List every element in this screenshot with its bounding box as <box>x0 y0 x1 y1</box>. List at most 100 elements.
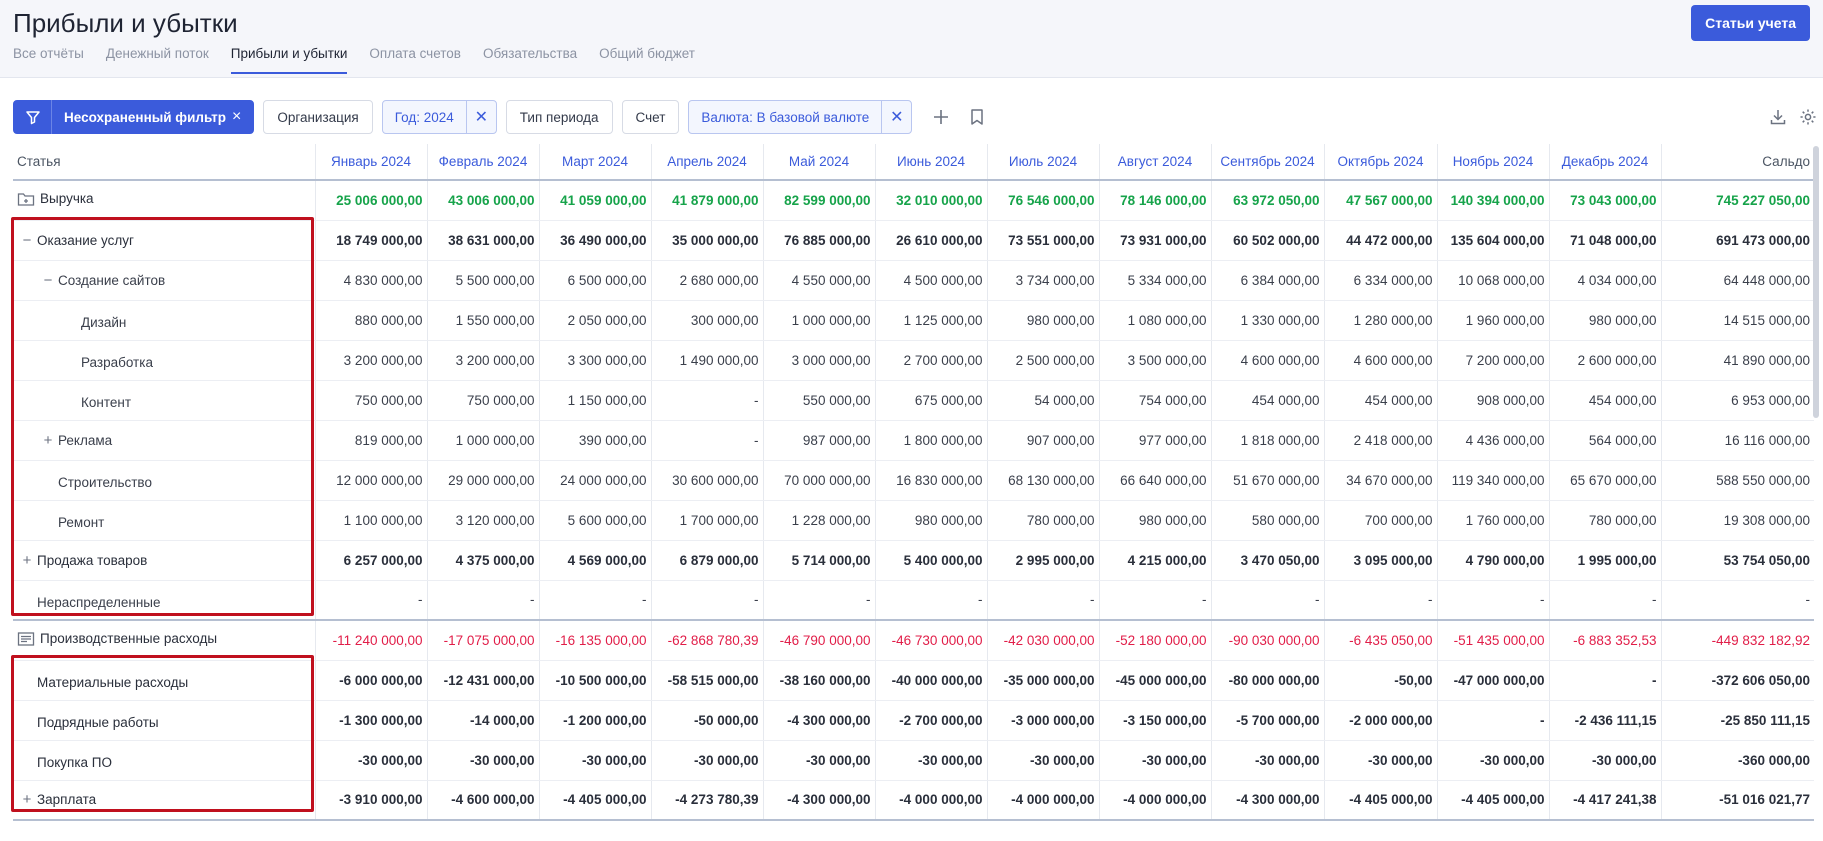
month-value-cell[interactable]: 4 550 000,00 <box>762 260 875 301</box>
month-value-cell[interactable]: 980 000,00 <box>874 500 987 541</box>
settings-gear-icon[interactable] <box>1793 104 1823 130</box>
tab-general-budget[interactable]: Общий бюджет <box>599 46 695 61</box>
column-header-saldo[interactable]: Сальдо <box>1660 144 1814 181</box>
month-value-cell[interactable]: - <box>314 580 427 621</box>
currency-filter[interactable]: Валюта: В базовой валюте ✕ <box>688 100 913 134</box>
month-value-cell[interactable]: 454 000,00 <box>1210 380 1324 421</box>
month-value-cell[interactable]: 54 000,00 <box>986 380 1099 421</box>
month-value-cell[interactable]: 41 059 000,00 <box>538 180 651 221</box>
month-value-cell[interactable]: 908 000,00 <box>1436 380 1549 421</box>
month-value-cell[interactable]: 10 068 000,00 <box>1436 260 1549 301</box>
saldo-cell[interactable]: 6 953 000,00 <box>1660 380 1814 421</box>
month-value-cell[interactable]: -58 515 000,00 <box>650 660 763 701</box>
saldo-cell[interactable]: - <box>1660 580 1814 621</box>
month-value-cell[interactable]: 2 050 000,00 <box>538 300 651 341</box>
tab-cash-flow[interactable]: Денежный поток <box>105 46 209 61</box>
month-value-cell[interactable]: -30 000,00 <box>538 740 651 781</box>
column-header-month[interactable]: Сентябрь 2024 <box>1210 144 1324 181</box>
month-value-cell[interactable]: 73 931 000,00 <box>1098 220 1211 261</box>
table-row[interactable]: − Оказание услуг 18 749 000,00 38 631 000,0… <box>13 220 1814 261</box>
month-value-cell[interactable]: -4 273 780,39 <box>650 780 763 821</box>
currency-clear-icon[interactable]: ✕ <box>881 101 911 133</box>
month-value-cell[interactable]: -14 000,00 <box>426 700 539 741</box>
month-value-cell[interactable]: 1 490 000,00 <box>650 340 763 381</box>
column-header-month[interactable]: Июль 2024 <box>986 144 1099 181</box>
month-value-cell[interactable]: 4 830 000,00 <box>314 260 427 301</box>
table-row[interactable]: Разработка 3 200 000,00 3 200 000,00 3 300 … <box>13 340 1814 381</box>
month-value-cell[interactable]: 60 502 000,00 <box>1210 220 1324 261</box>
month-value-cell[interactable]: -47 000 000,00 <box>1436 660 1549 701</box>
month-value-cell[interactable]: -3 000 000,00 <box>986 700 1099 741</box>
month-value-cell[interactable]: 44 472 000,00 <box>1323 220 1437 261</box>
column-header-month[interactable]: Июнь 2024 <box>874 144 987 181</box>
month-value-cell[interactable]: -4 405 000,00 <box>1323 780 1437 821</box>
month-value-cell[interactable]: -30 000,00 <box>762 740 875 781</box>
month-value-cell[interactable]: 2 995 000,00 <box>986 540 1099 581</box>
table-row[interactable]: Строительство 12 000 000,00 29 000 000,00 2… <box>13 460 1814 501</box>
column-header-month[interactable]: Ноябрь 2024 <box>1436 144 1549 181</box>
column-header-month[interactable]: Январь 2024 <box>314 144 427 181</box>
month-value-cell[interactable]: 35 000 000,00 <box>650 220 763 261</box>
month-value-cell[interactable]: -62 868 780,39 <box>650 619 763 661</box>
month-value-cell[interactable]: -17 075 000,00 <box>426 619 539 661</box>
month-value-cell[interactable]: -38 160 000,00 <box>762 660 875 701</box>
month-value-cell[interactable]: 140 394 000,00 <box>1436 180 1549 221</box>
month-value-cell[interactable]: 300 000,00 <box>650 300 763 341</box>
saldo-cell[interactable]: 53 754 050,00 <box>1660 540 1814 581</box>
collapse-icon[interactable]: − <box>43 271 53 289</box>
month-value-cell[interactable]: 754 000,00 <box>1098 380 1211 421</box>
month-value-cell[interactable]: - <box>762 580 875 621</box>
month-value-cell[interactable]: 1 960 000,00 <box>1436 300 1549 341</box>
month-value-cell[interactable]: 4 790 000,00 <box>1436 540 1549 581</box>
month-value-cell[interactable]: 51 670 000,00 <box>1210 460 1324 501</box>
month-value-cell[interactable]: 980 000,00 <box>1098 500 1211 541</box>
month-value-cell[interactable]: 68 130 000,00 <box>986 460 1099 501</box>
clear-filter-icon[interactable]: × <box>231 108 242 125</box>
month-value-cell[interactable]: 38 631 000,00 <box>426 220 539 261</box>
month-value-cell[interactable]: - <box>1436 580 1549 621</box>
saldo-cell[interactable]: 64 448 000,00 <box>1660 260 1814 301</box>
month-value-cell[interactable]: 2 600 000,00 <box>1548 340 1661 381</box>
month-value-cell[interactable]: 3 200 000,00 <box>426 340 539 381</box>
month-value-cell[interactable]: 5 334 000,00 <box>1098 260 1211 301</box>
table-row[interactable]: Производственные расходы -11 240 000,00 -1… <box>13 619 1814 661</box>
month-value-cell[interactable]: 1 000 000,00 <box>426 420 539 461</box>
month-value-cell[interactable]: 25 006 000,00 <box>314 180 427 221</box>
month-value-cell[interactable]: 6 257 000,00 <box>314 540 427 581</box>
month-value-cell[interactable]: -51 435 000,00 <box>1436 619 1549 661</box>
month-value-cell[interactable]: 564 000,00 <box>1548 420 1661 461</box>
column-header-month[interactable]: Апрель 2024 <box>650 144 763 181</box>
month-value-cell[interactable]: 780 000,00 <box>1548 500 1661 541</box>
month-value-cell[interactable]: 1 760 000,00 <box>1436 500 1549 541</box>
month-value-cell[interactable]: 70 000 000,00 <box>762 460 875 501</box>
month-value-cell[interactable]: -16 135 000,00 <box>538 619 651 661</box>
month-value-cell[interactable]: -80 000 000,00 <box>1210 660 1324 701</box>
column-header-article[interactable]: Статья <box>13 144 315 181</box>
month-value-cell[interactable]: -30 000,00 <box>1436 740 1549 781</box>
month-value-cell[interactable]: -45 000 000,00 <box>1098 660 1211 701</box>
vertical-scrollbar[interactable] <box>1813 146 1819 418</box>
month-value-cell[interactable]: 1 280 000,00 <box>1323 300 1437 341</box>
month-value-cell[interactable]: 4 375 000,00 <box>426 540 539 581</box>
month-value-cell[interactable]: - <box>426 580 539 621</box>
column-header-month[interactable]: Октябрь 2024 <box>1323 144 1437 181</box>
month-value-cell[interactable]: 4 436 000,00 <box>1436 420 1549 461</box>
month-value-cell[interactable]: -46 790 000,00 <box>762 619 875 661</box>
month-value-cell[interactable]: 82 599 000,00 <box>762 180 875 221</box>
month-value-cell[interactable]: -3 910 000,00 <box>314 780 427 821</box>
add-filter-icon[interactable] <box>925 100 957 134</box>
month-value-cell[interactable]: -1 300 000,00 <box>314 700 427 741</box>
saldo-cell[interactable]: 19 308 000,00 <box>1660 500 1814 541</box>
month-value-cell[interactable]: -30 000,00 <box>1098 740 1211 781</box>
month-value-cell[interactable]: 1 125 000,00 <box>874 300 987 341</box>
month-value-cell[interactable]: 34 670 000,00 <box>1323 460 1437 501</box>
month-value-cell[interactable]: 73 551 000,00 <box>986 220 1099 261</box>
table-row[interactable]: Дизайн 880 000,00 1 550 000,00 2 050 000,00… <box>13 300 1814 341</box>
month-value-cell[interactable]: 6 384 000,00 <box>1210 260 1324 301</box>
month-value-cell[interactable]: -30 000,00 <box>650 740 763 781</box>
month-value-cell[interactable]: -10 500 000,00 <box>538 660 651 701</box>
month-value-cell[interactable]: 2 418 000,00 <box>1323 420 1437 461</box>
month-value-cell[interactable]: - <box>538 580 651 621</box>
collapse-icon[interactable]: − <box>22 231 32 249</box>
month-value-cell[interactable]: -3 150 000,00 <box>1098 700 1211 741</box>
